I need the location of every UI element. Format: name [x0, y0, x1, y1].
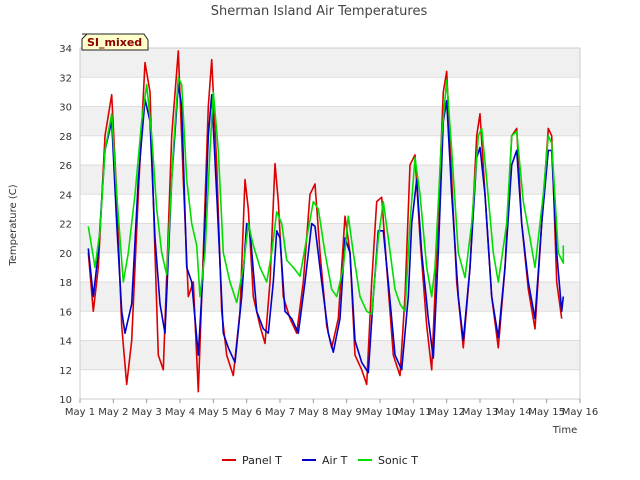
- y-tick-label: 18: [59, 278, 72, 289]
- site-badge-label: SI_mixed: [87, 36, 142, 49]
- x-tick-label: May 3: [132, 407, 162, 418]
- legend-label-sonic-t: Sonic T: [378, 454, 418, 467]
- y-tick-label: 30: [59, 103, 72, 114]
- plot-band: [80, 135, 580, 165]
- series-lines: [87, 50, 565, 393]
- y-tick-label: 32: [59, 73, 72, 84]
- y-axis-title: Temperature (C): [8, 184, 19, 266]
- y-tick-label: 26: [59, 161, 72, 172]
- x-tick-label: May 11: [395, 407, 432, 418]
- plot-band: [80, 340, 580, 370]
- x-tick-label: May 13: [462, 407, 499, 418]
- series-line-sonic-t: [87, 76, 565, 315]
- x-tick-label: May 14: [495, 407, 532, 418]
- x-tick-label: May 12: [428, 407, 465, 418]
- plot-band: [80, 223, 580, 253]
- plot-band: [80, 311, 580, 341]
- plot-band: [80, 48, 580, 78]
- x-tick-label: May 2: [98, 407, 128, 418]
- legend-label-panel-t: Panel T: [242, 454, 282, 467]
- y-tick-label: 20: [59, 249, 72, 260]
- x-tick-label: May 15: [528, 407, 565, 418]
- plot-band: [80, 282, 580, 312]
- x-tick-label: May 8: [298, 407, 328, 418]
- x-tick-label: May 9: [332, 407, 362, 418]
- plot-band: [80, 165, 580, 195]
- y-tick-label: 22: [59, 220, 72, 231]
- x-axis-ticks: May 1 May 2 May 3 May 4 May 5 May 6 May 7 May 8…: [65, 399, 598, 418]
- y-tick-label: 28: [59, 132, 72, 143]
- x-axis-title: Time: [552, 425, 577, 436]
- y-axis-ticks: 10 12 14 16 18 20 22 24 26 28 30 32 34: [59, 44, 72, 406]
- chart-title: Sherman Island Air Temperatures: [211, 4, 428, 19]
- plot-band: [80, 369, 580, 399]
- x-tick-label: May 4: [165, 407, 195, 418]
- x-tick-label: May 10: [362, 407, 399, 418]
- x-tick-label: May 1: [65, 407, 95, 418]
- site-badge: SI_mixed: [81, 33, 149, 51]
- legend-label-air-t: Air T: [322, 454, 348, 467]
- y-tick-label: 10: [59, 395, 72, 406]
- plot-frame: [79, 47, 581, 400]
- plot-band: [80, 194, 580, 224]
- plot-band: [80, 77, 580, 107]
- x-tick-label: May 7: [265, 407, 295, 418]
- x-tick-label: May 6: [232, 407, 262, 418]
- x-tick-label: May 5: [198, 407, 228, 418]
- legend: Panel T Air T Sonic T: [222, 454, 418, 467]
- y-tick-label: 12: [59, 366, 72, 377]
- x-tick-label: May 16: [562, 407, 599, 418]
- plot-band: [80, 106, 580, 136]
- y-tick-label: 34: [59, 44, 72, 55]
- y-tick-label: 24: [59, 190, 72, 201]
- y-tick-label: 16: [59, 307, 72, 318]
- y-tick-label: 14: [59, 337, 72, 348]
